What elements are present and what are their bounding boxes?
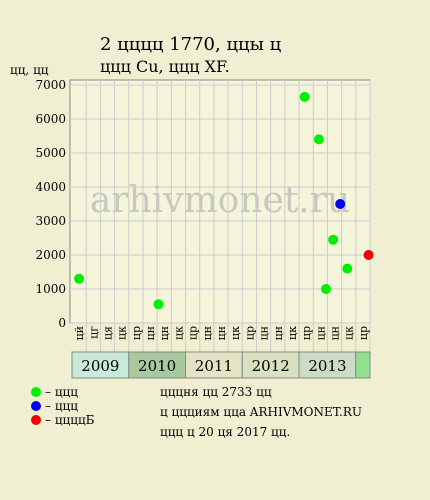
x-tick-label: цн bbox=[201, 326, 214, 340]
x-tick-label: цк bbox=[116, 326, 129, 340]
year-label: 2011 bbox=[195, 357, 233, 375]
x-tick-label: цр bbox=[130, 326, 143, 340]
chart-subtitle: ццц Cu, ццц XF. bbox=[100, 57, 230, 76]
x-tick-label: цн bbox=[329, 326, 342, 340]
x-tick-label: цр bbox=[243, 326, 256, 340]
footer-line: цццня цц 2733 цц bbox=[160, 385, 272, 399]
x-tick-label: цк bbox=[229, 326, 242, 340]
point bbox=[335, 199, 346, 209]
legend-marker bbox=[31, 415, 41, 425]
point bbox=[321, 284, 332, 294]
point bbox=[299, 91, 310, 102]
point bbox=[363, 250, 374, 260]
legend-label: – ццццБ bbox=[45, 413, 95, 427]
point bbox=[74, 273, 85, 284]
x-tick-label: цк bbox=[286, 326, 299, 340]
x-tick-label: цр bbox=[187, 326, 200, 340]
x-tick-label: цр bbox=[300, 326, 313, 340]
chart-title: 2 цццц 1770, ццы ц bbox=[100, 34, 282, 55]
y-tick-label: 5000 bbox=[35, 146, 66, 160]
y-tick-label: 1000 bbox=[35, 282, 66, 296]
plot-area bbox=[69, 79, 371, 324]
legend-label: – ццц bbox=[45, 399, 78, 413]
x-tick-label: цн bbox=[272, 326, 285, 340]
x-tick-label: цн bbox=[258, 326, 271, 340]
x-tick-label: цн bbox=[158, 326, 171, 340]
x-tick-label: ця bbox=[101, 326, 114, 340]
x-tick-label: цн bbox=[215, 326, 228, 340]
legend-marker bbox=[31, 401, 41, 411]
footer-line: ццц ц 20 ця 2017 цц. bbox=[160, 425, 290, 439]
year-cell bbox=[355, 351, 371, 379]
year-cell bbox=[128, 351, 187, 379]
y-tick-label: 0 bbox=[58, 316, 66, 330]
footer-line: ц ццциям цца ARHIVMONET.RU bbox=[160, 405, 362, 419]
point bbox=[313, 134, 324, 145]
y-tick-label: 4000 bbox=[35, 180, 66, 194]
x-tick-label: цк bbox=[343, 326, 356, 340]
year-cell bbox=[185, 351, 243, 379]
y-tick-label: 6000 bbox=[35, 112, 66, 126]
x-tick-label: цн bbox=[144, 326, 157, 340]
point bbox=[153, 299, 164, 310]
y-tick-label: 2000 bbox=[35, 248, 66, 262]
x-tick-label: цк bbox=[172, 326, 185, 340]
legend-marker bbox=[31, 387, 41, 397]
year-label: 2009 bbox=[81, 357, 119, 375]
year-cell bbox=[71, 351, 130, 379]
x-tick-label: цй bbox=[73, 326, 86, 340]
year-label: 2013 bbox=[308, 357, 346, 375]
legend-label: – ццц bbox=[45, 385, 78, 399]
y-tick-label: 3000 bbox=[35, 214, 66, 228]
x-tick-label: цн bbox=[314, 326, 327, 340]
year-label: 2012 bbox=[252, 357, 290, 375]
y-axis-label: цц, цц bbox=[10, 63, 49, 77]
year-cell bbox=[298, 351, 357, 379]
y-tick-label: 7000 bbox=[35, 78, 66, 92]
point bbox=[328, 234, 339, 245]
x-tick-label: цг bbox=[87, 326, 100, 339]
year-cell bbox=[241, 351, 300, 379]
point bbox=[342, 263, 353, 274]
x-tick-label: цр bbox=[357, 326, 370, 340]
year-label: 2010 bbox=[138, 357, 176, 375]
